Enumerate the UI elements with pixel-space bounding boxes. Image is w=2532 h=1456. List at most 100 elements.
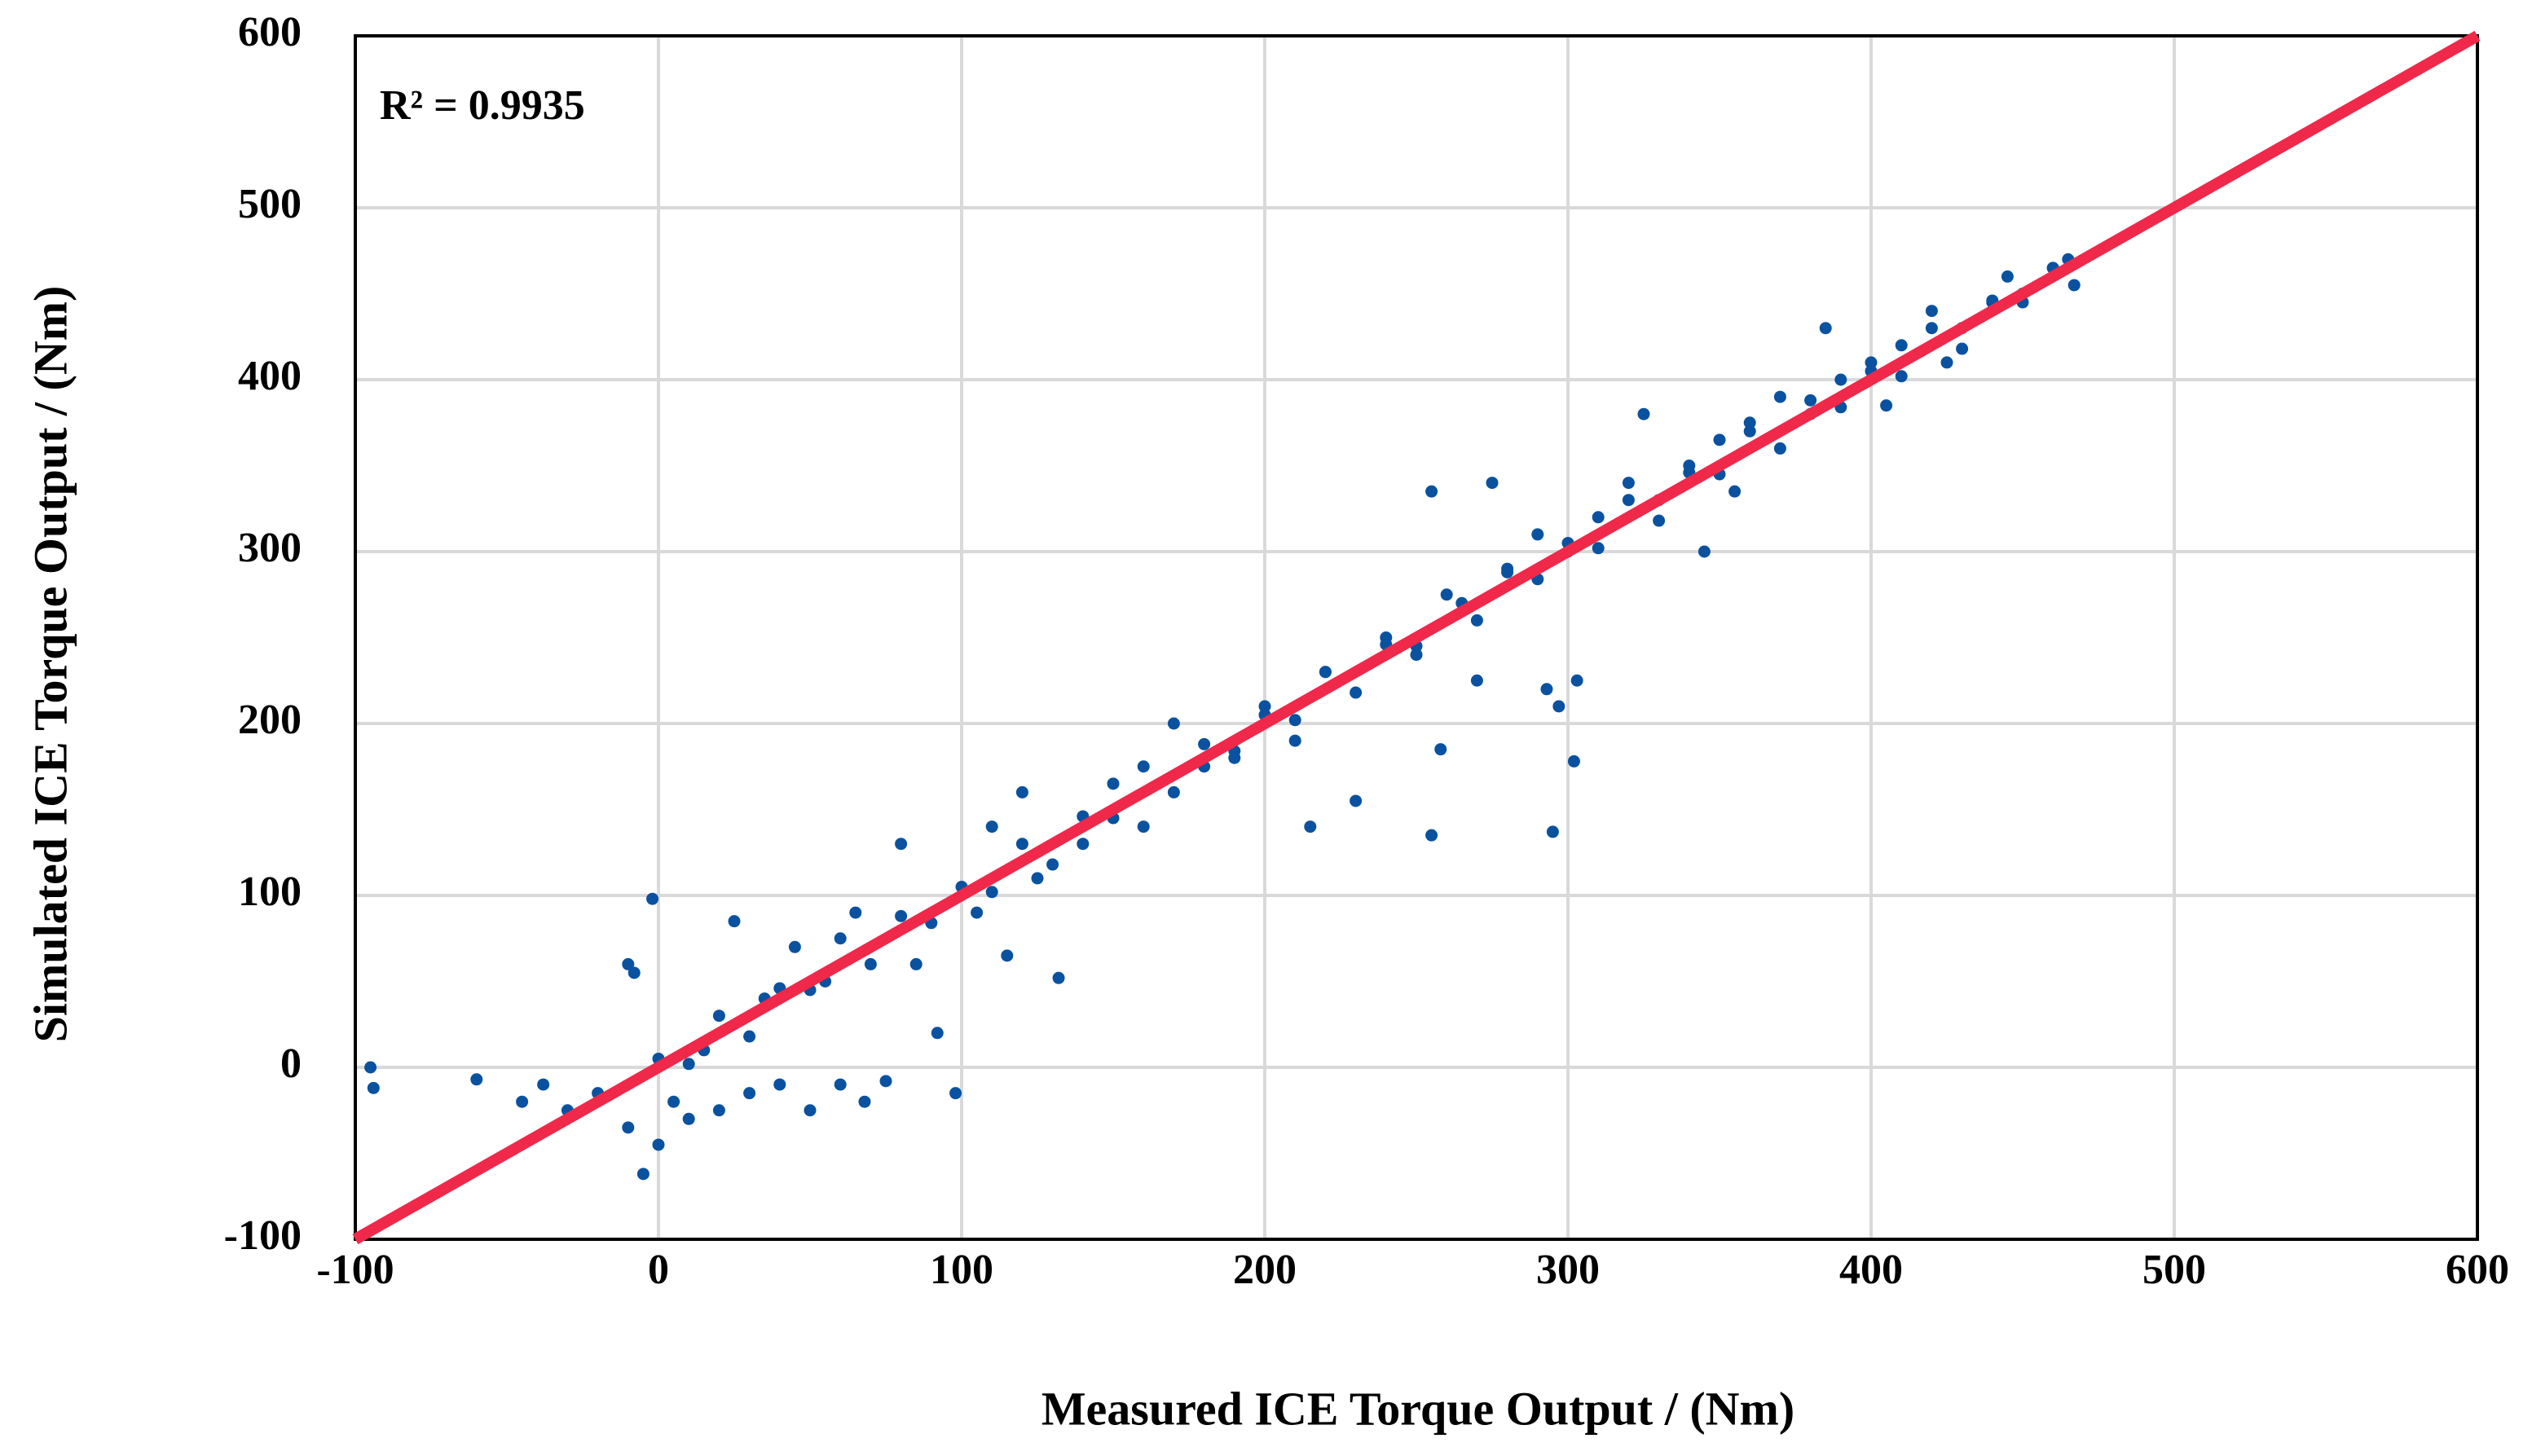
point	[1015, 785, 1028, 798]
point	[1773, 390, 1786, 403]
point	[1107, 777, 1120, 790]
y-tick-label: 500	[238, 181, 302, 227]
fit-line	[352, 30, 2481, 1245]
point	[1546, 825, 1559, 838]
point	[1077, 838, 1090, 851]
point	[728, 915, 741, 928]
point	[682, 1112, 695, 1125]
x-tick-label: 200	[1233, 1247, 1297, 1293]
y-tick-label: 100	[238, 869, 302, 915]
point	[834, 932, 847, 945]
point	[1728, 485, 1742, 498]
point	[788, 940, 801, 953]
point	[1925, 305, 1938, 318]
point	[895, 909, 908, 922]
point	[1570, 674, 1583, 687]
point	[1592, 542, 1605, 555]
point	[949, 1087, 962, 1100]
x-tick-label: 500	[2142, 1247, 2206, 1293]
point	[985, 886, 998, 899]
x-tick-label: 100	[930, 1247, 993, 1293]
point	[1015, 838, 1028, 851]
point	[1198, 737, 1211, 750]
y-tick-label: 400	[238, 353, 302, 399]
point	[1167, 717, 1180, 730]
point	[1288, 734, 1301, 747]
annotation-box	[363, 68, 632, 142]
point	[1956, 342, 1969, 355]
point	[1410, 649, 1423, 662]
point	[636, 1168, 650, 1181]
point	[1031, 872, 1044, 885]
point	[1434, 743, 1447, 756]
point	[909, 957, 923, 970]
point	[652, 1138, 665, 1151]
y-tick-label: 0	[280, 1040, 302, 1087]
point	[743, 1087, 756, 1100]
point	[1637, 407, 1650, 420]
point	[667, 1095, 680, 1108]
point	[931, 1027, 944, 1040]
point	[1895, 370, 1908, 383]
point	[1046, 858, 1059, 871]
point	[834, 1078, 847, 1091]
x-tick-label: 600	[2446, 1247, 2509, 1293]
x-axis-label: Measured ICE Torque Output / (Nm)	[1041, 1382, 1794, 1435]
point	[1773, 442, 1786, 455]
point	[773, 1078, 786, 1091]
point	[879, 1075, 892, 1088]
point	[1743, 424, 1756, 438]
point	[1834, 373, 1847, 386]
point	[1567, 754, 1580, 768]
point	[849, 906, 862, 919]
point	[1698, 545, 1711, 558]
point	[1470, 614, 1483, 627]
point	[743, 1030, 756, 1043]
point	[1880, 399, 1893, 412]
point	[1470, 674, 1483, 687]
y-tick-label: 600	[238, 9, 302, 55]
point	[470, 1073, 483, 1086]
point	[537, 1078, 550, 1091]
point	[1319, 666, 1332, 679]
annotation: R² = 0.9935	[380, 82, 585, 129]
point	[971, 906, 984, 919]
point	[1713, 433, 1726, 446]
point	[2001, 270, 2014, 283]
point	[1258, 700, 1271, 713]
point	[858, 1095, 871, 1108]
point	[1001, 949, 1014, 962]
point	[1440, 588, 1453, 601]
point	[1819, 322, 1832, 335]
y-tick-label: 300	[238, 525, 302, 571]
point	[712, 1010, 725, 1023]
point	[1895, 339, 1908, 352]
point	[1592, 511, 1605, 524]
point	[1865, 356, 1878, 369]
point	[1653, 514, 1666, 527]
point	[627, 966, 641, 979]
point	[1804, 394, 1817, 407]
x-tick-label: 300	[1536, 1247, 1600, 1293]
point	[682, 1058, 695, 1071]
point	[1486, 477, 1499, 490]
point	[1501, 565, 1514, 578]
x-tick-label: 0	[648, 1247, 669, 1293]
point	[367, 1081, 380, 1094]
point	[804, 1104, 817, 1117]
point	[1425, 485, 1438, 498]
point	[1167, 785, 1180, 798]
x-tick-label: -100	[316, 1247, 394, 1293]
point	[1940, 356, 1953, 369]
y-tick-label: -100	[224, 1212, 302, 1259]
plot-border	[354, 34, 2479, 1241]
point	[1350, 794, 1363, 807]
point	[712, 1104, 725, 1117]
point	[364, 1061, 377, 1074]
point	[1288, 714, 1301, 727]
point	[1350, 686, 1363, 699]
y-tick-label: 200	[238, 697, 302, 743]
point	[1137, 820, 1150, 834]
point	[864, 957, 877, 970]
